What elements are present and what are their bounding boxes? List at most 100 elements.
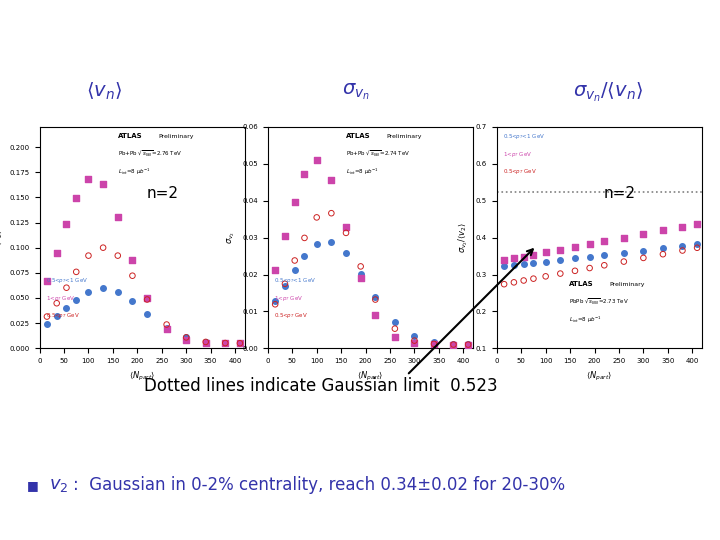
Text: Pb+Pb $\sqrt{s_{NN}}$=2.76 TeV: Pb+Pb $\sqrt{s_{NN}}$=2.76 TeV	[117, 148, 182, 159]
Y-axis label: $\langle v_2 \rangle$: $\langle v_2 \rangle$	[0, 230, 4, 246]
Point	[355, 274, 366, 282]
Point	[112, 212, 124, 221]
Point	[161, 320, 172, 329]
Text: Preliminary: Preliminary	[158, 134, 194, 139]
Point	[462, 340, 474, 349]
Point	[618, 233, 629, 242]
Point	[369, 295, 381, 304]
Text: n=2: n=2	[603, 186, 636, 201]
Text: Pb+Pb $\sqrt{s_{NN}}$=2.74 TeV: Pb+Pb $\sqrt{s_{NN}}$=2.74 TeV	[346, 148, 410, 159]
Point	[234, 339, 246, 347]
Text: Centrality (N: Centrality (N	[157, 22, 328, 46]
Point	[389, 318, 400, 327]
Point	[570, 267, 581, 275]
Point	[220, 339, 231, 348]
Point	[677, 242, 688, 251]
Point	[618, 257, 629, 266]
Point	[498, 280, 510, 288]
Point	[584, 252, 595, 261]
Point	[279, 280, 291, 288]
Point	[448, 340, 459, 349]
Point	[289, 266, 300, 275]
Text: :  Gaussian in 0-2% centrality, reach 0.34±0.02 for 20-30%: : Gaussian in 0-2% centrality, reach 0.3…	[73, 476, 565, 494]
Point	[181, 335, 192, 344]
Point	[540, 248, 552, 256]
Point	[97, 180, 109, 188]
Point	[289, 197, 300, 206]
Point	[389, 333, 400, 342]
Text: 0.5<$p_T$<1 GeV: 0.5<$p_T$<1 GeV	[46, 276, 88, 285]
Point	[234, 339, 246, 348]
Point	[341, 249, 352, 258]
Point	[498, 262, 510, 271]
Point	[554, 245, 566, 254]
Point	[51, 248, 63, 257]
X-axis label: $\langle N_{part} \rangle$: $\langle N_{part} \rangle$	[586, 369, 613, 383]
Point	[518, 276, 529, 285]
Point	[508, 278, 520, 287]
Point	[618, 248, 629, 257]
Point	[112, 287, 124, 296]
Point	[657, 226, 669, 234]
Point	[355, 270, 366, 279]
Text: 0.5<$p_T$<1 GeV: 0.5<$p_T$<1 GeV	[274, 276, 316, 285]
Point	[141, 295, 153, 304]
Text: 0.5<$p_T$<1 GeV: 0.5<$p_T$<1 GeV	[503, 132, 545, 141]
Text: $v_2$: $v_2$	[49, 476, 68, 494]
Point	[83, 287, 94, 296]
Point	[369, 293, 381, 302]
Point	[638, 230, 649, 238]
Point	[83, 251, 94, 260]
Point	[127, 256, 138, 265]
Point	[161, 324, 172, 333]
Point	[71, 295, 82, 304]
Point	[554, 255, 566, 264]
Point	[97, 244, 109, 252]
Point	[127, 272, 138, 280]
Point	[677, 222, 688, 231]
Point	[540, 272, 552, 281]
Text: 0.5<$p_T$ GeV: 0.5<$p_T$ GeV	[46, 311, 80, 320]
Point	[269, 300, 281, 308]
Point	[498, 256, 510, 265]
Point	[51, 312, 63, 320]
Text: $\langle v_n \rangle$: $\langle v_n \rangle$	[86, 81, 122, 103]
Point	[200, 337, 212, 346]
Text: $\sigma_{v_n}/\langle v_n \rangle$: $\sigma_{v_n}/\langle v_n \rangle$	[573, 80, 644, 104]
Point	[127, 297, 138, 306]
Point	[141, 309, 153, 318]
Point	[570, 254, 581, 262]
Point	[279, 232, 291, 241]
Point	[570, 242, 581, 251]
Text: Preliminary: Preliminary	[610, 282, 645, 287]
Point	[200, 339, 212, 347]
Point	[638, 246, 649, 255]
Point	[657, 244, 669, 253]
Y-axis label: $\sigma_{v_2}/\langle v_2 \rangle$: $\sigma_{v_2}/\langle v_2 \rangle$	[456, 222, 470, 253]
Point	[677, 246, 688, 255]
Point	[325, 209, 337, 218]
Text: ATLAS: ATLAS	[346, 133, 371, 139]
Point	[518, 252, 529, 261]
Text: ATLAS: ATLAS	[569, 281, 593, 287]
Point	[369, 310, 381, 319]
Text: 1<$p_T$ GeV: 1<$p_T$ GeV	[274, 294, 303, 302]
Point	[598, 261, 610, 269]
Text: $\sigma_{v_n}$: $\sigma_{v_n}$	[343, 82, 370, 102]
Text: 0.5<$p_T$ GeV: 0.5<$p_T$ GeV	[503, 167, 537, 177]
Point	[409, 332, 420, 341]
Text: $L_{int}$=8 $\mu b^{-1}$: $L_{int}$=8 $\mu b^{-1}$	[117, 166, 150, 177]
Point	[112, 251, 124, 260]
Point	[200, 338, 212, 346]
Text: PbPb $\sqrt{s_{NN}}$=2.73 TeV: PbPb $\sqrt{s_{NN}}$=2.73 TeV	[569, 297, 629, 307]
Point	[269, 296, 281, 305]
Point	[462, 340, 474, 349]
Point	[269, 266, 281, 275]
Point	[355, 262, 366, 271]
Point	[220, 339, 231, 347]
Point	[41, 276, 53, 285]
Point	[279, 281, 291, 290]
Point	[341, 228, 352, 237]
Point	[311, 213, 323, 222]
Point	[508, 254, 520, 262]
